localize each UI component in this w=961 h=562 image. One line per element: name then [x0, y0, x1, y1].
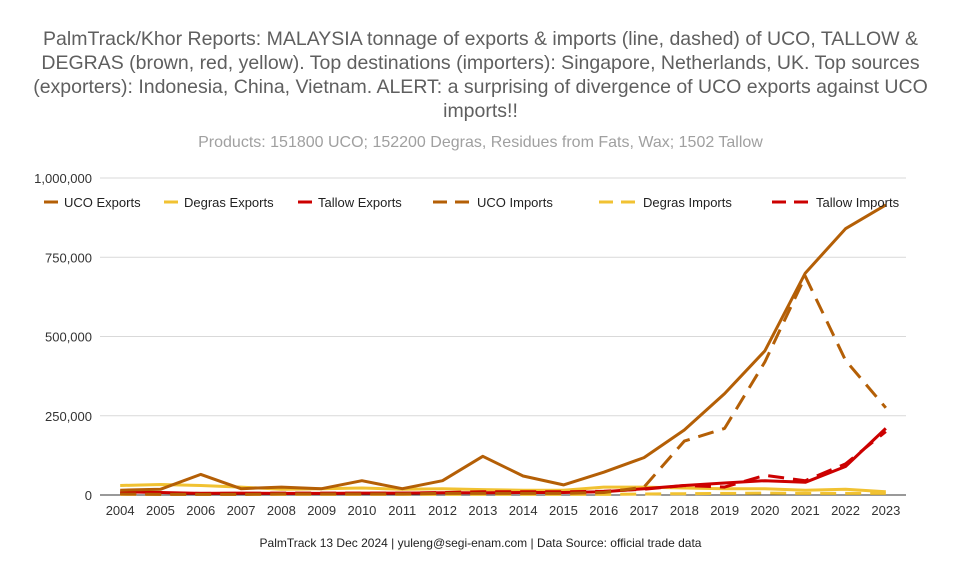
gridlines	[100, 177, 906, 496]
x-tick-label: 2015	[549, 503, 578, 518]
y-tick-label: 750,000	[45, 250, 92, 265]
x-tick-label: 2023	[871, 503, 900, 518]
x-tick-label: 2012	[428, 503, 457, 518]
x-tick-label: 2010	[347, 503, 376, 518]
series-line-tallow-exports	[120, 427, 887, 495]
x-tick-label: 2006	[186, 503, 215, 518]
x-tick-label: 2014	[509, 503, 538, 518]
y-tick-label: 0	[85, 488, 92, 503]
y-tick-label: 250,000	[45, 409, 92, 424]
legend-label: Degras Exports	[184, 195, 274, 210]
x-tick-label: 2009	[307, 503, 336, 518]
series-line-uco-imports	[120, 274, 887, 496]
chart-subtitle: Products: 151800 UCO; 152200 Degras, Res…	[198, 134, 763, 151]
x-tick-label: 2004	[106, 503, 135, 518]
x-tick-label: 2017	[630, 503, 659, 518]
legend-label: Tallow Imports	[816, 195, 900, 210]
x-tick-label: 2011	[388, 503, 416, 518]
y-axis-ticks: 0 250,000 500,000 750,000 1,000,000	[34, 171, 92, 503]
legend-label: UCO Imports	[477, 195, 553, 210]
x-tick-label: 2020	[750, 503, 779, 518]
legend-label: UCO Exports	[64, 195, 141, 210]
chart-title: PalmTrack/Khor Reports: MALAYSIA tonnage…	[33, 28, 928, 122]
x-tick-label: 2018	[670, 503, 699, 518]
x-tick-label: 2016	[589, 503, 618, 518]
x-tick-label: 2019	[710, 503, 739, 518]
y-tick-label: 1,000,000	[34, 171, 92, 186]
x-tick-label: 2005	[146, 503, 175, 518]
x-tick-label: 2022	[831, 503, 860, 518]
x-tick-label: 2008	[267, 503, 296, 518]
x-tick-label: 2013	[468, 503, 497, 518]
x-tick-label: 2021	[791, 503, 820, 518]
x-axis-ticks: 2004 2005 2006 2007 2008 2009 2010 2011 2012 2013…	[106, 503, 901, 518]
series-line-tallow-imports	[120, 430, 887, 495]
legend-label: Tallow Exports	[318, 195, 402, 210]
x-tick-label: 2007	[227, 503, 256, 518]
y-tick-label: 500,000	[45, 330, 92, 345]
series-line-uco-exports	[120, 203, 887, 492]
footer-credit: PalmTrack 13 Dec 2024 | yuleng@segi-enam…	[259, 536, 702, 550]
legend: UCO Exports Degras Exports Tallow Exports U…	[44, 195, 900, 210]
series-lines	[120, 203, 887, 496]
legend-label: Degras Imports	[643, 195, 732, 210]
